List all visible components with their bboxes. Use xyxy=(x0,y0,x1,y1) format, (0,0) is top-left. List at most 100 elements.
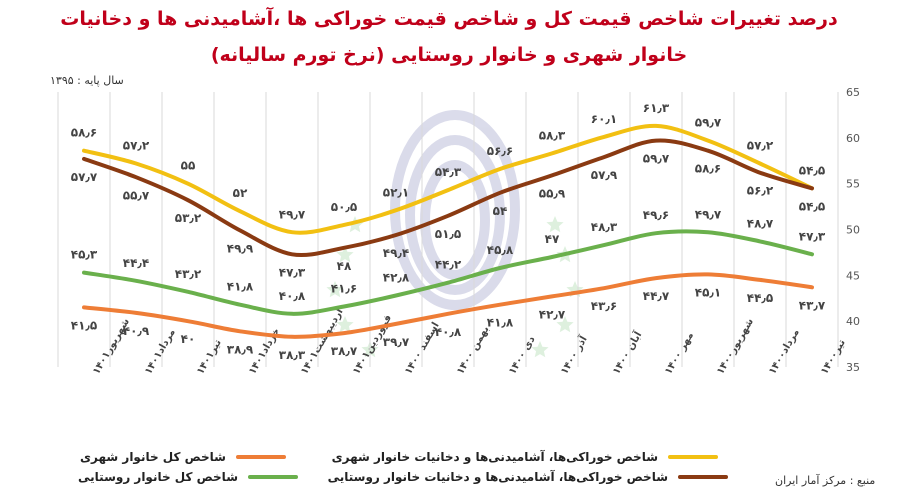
series-line-urban-total xyxy=(82,272,814,339)
data-label: ۵۳٫۲ xyxy=(175,211,202,225)
data-label: ۴۰٫۸ xyxy=(279,289,306,303)
data-label: ۴۱٫۵ xyxy=(71,318,97,332)
x-tick-label: شهریور۱۴۰۰ xyxy=(715,316,756,376)
watermark-ring xyxy=(420,160,490,280)
watermark-star xyxy=(336,316,354,333)
series-line-urban-food xyxy=(82,123,814,235)
data-label: ۴۳٫۶ xyxy=(591,299,617,313)
data-label: ۶۱٫۳ xyxy=(643,101,670,115)
data-label: ۵۸٫۳ xyxy=(539,128,566,142)
legend-label-rural-total: شاخص کل خانوار روستایی xyxy=(78,470,238,484)
data-label: ۴۲٫۸ xyxy=(383,271,410,285)
data-label: ۵۷٫۷ xyxy=(71,170,98,184)
data-label: ۴۸٫۷ xyxy=(747,216,774,230)
x-tick-label: مهر ۱۴۰۰ xyxy=(663,330,696,376)
data-label: ۳۸٫۹ xyxy=(227,342,254,356)
y-tick-label: 55 xyxy=(846,178,860,191)
data-label: ۵۵٫۷ xyxy=(123,188,150,202)
data-label: ۵۵٫۹ xyxy=(539,186,566,200)
x-tick-label: تیر۱۴۰۰ xyxy=(819,337,848,376)
data-label: ۳۸٫۷ xyxy=(331,344,358,358)
y-tick-label: 50 xyxy=(846,224,860,237)
data-label: ۴۹٫۴ xyxy=(383,246,409,260)
data-label: ۴۴٫۲ xyxy=(435,258,462,272)
data-label: ۴۷٫۳ xyxy=(279,265,306,279)
data-label: ۵۶٫۲ xyxy=(747,184,774,198)
legend-swatch-urban-total xyxy=(236,455,286,459)
data-label: ۴۰ xyxy=(181,332,196,346)
data-label: ۵۱٫۵ xyxy=(435,227,461,241)
data-label: ۴۷ xyxy=(545,232,560,246)
data-label: ۴۹٫۷ xyxy=(279,207,306,221)
data-label: ۵۴ xyxy=(493,204,508,218)
data-label: ۶۰٫۱ xyxy=(591,112,617,126)
data-label: ۴۳٫۲ xyxy=(175,267,202,281)
x-tick-label: مرداد۱۴۰۰ xyxy=(767,327,802,376)
legend-item-urban-food: شاخص خوراکی‌ها، آشامیدنی‌ها و دخانیات خا… xyxy=(332,450,718,464)
y-tick-label: 40 xyxy=(846,315,860,328)
data-label: ۴۴٫۵ xyxy=(747,291,773,305)
legend-swatch-urban-food xyxy=(668,455,718,459)
data-label: ۵۷٫۲ xyxy=(123,139,150,153)
data-label: ۴۰٫۸ xyxy=(435,325,462,339)
data-label: ۵۹٫۷ xyxy=(643,152,670,166)
y-tick-label: 60 xyxy=(846,132,860,145)
data-label: ۴۵٫۸ xyxy=(487,243,514,257)
y-tick-label: 65 xyxy=(846,86,860,99)
data-label: ۴۸٫۳ xyxy=(591,220,618,234)
x-tick-label: دی ۱۴۰۰ xyxy=(507,334,538,376)
data-label: ۴۹٫۹ xyxy=(227,241,254,255)
data-label: ۴۷٫۳ xyxy=(799,229,826,243)
chart-title-line2: خانوار شهری و خانوار روستایی (نرخ تورم س… xyxy=(210,44,688,66)
data-label: ۴۹٫۶ xyxy=(643,208,669,222)
x-tick-label: اردیبهشت۱۴۰۱ xyxy=(299,307,346,377)
source-note: منبع : مرکز آمار ایران xyxy=(775,474,876,487)
x-tick-label: تیر۱۴۰۱ xyxy=(195,337,224,376)
watermark-star xyxy=(336,246,354,263)
legend-label-urban-food: شاخص خوراکی‌ها، آشامیدنی‌ها و دخانیات خا… xyxy=(331,450,658,464)
data-label: ۵۹٫۷ xyxy=(695,116,722,130)
data-label: ۴۱٫۸ xyxy=(227,280,254,294)
data-label: ۴۴٫۷ xyxy=(643,289,670,303)
y-tick-label: 35 xyxy=(846,361,860,374)
data-label: ۴۹٫۷ xyxy=(695,207,722,221)
data-label: ۴۳٫۷ xyxy=(799,298,826,312)
x-tick-label: آبان ۱۴۰۰ xyxy=(609,328,644,376)
base-year-note: سال پایه : ۱۳۹۵ xyxy=(50,74,124,87)
data-label: ۴۲٫۷ xyxy=(539,307,566,321)
data-label: ۵۶٫۶ xyxy=(487,144,513,158)
data-label: ۵۴٫۳ xyxy=(435,165,462,179)
watermark-star xyxy=(546,216,564,233)
watermark-ring xyxy=(405,135,505,295)
legend-swatch-rural-total xyxy=(248,475,298,479)
data-label: ۵۵ xyxy=(181,159,196,173)
data-label: ۴۱٫۶ xyxy=(331,282,357,296)
legend-label-urban-total: شاخص کل خانوار شهری xyxy=(80,450,226,464)
watermark-star xyxy=(326,281,344,298)
legend-item-rural-total: شاخص کل خانوار روستایی xyxy=(78,470,298,484)
data-label: ۵۸٫۶ xyxy=(695,162,721,176)
data-label: ۳۹٫۷ xyxy=(383,335,410,349)
series-line-rural-food xyxy=(82,138,814,257)
legend-item-urban-total: شاخص کل خانوار شهری xyxy=(80,450,286,464)
data-label: ۵۸٫۶ xyxy=(71,126,97,140)
data-label: ۴۵٫۳ xyxy=(71,248,98,262)
x-tick-label: آذر ۱۴۰۰ xyxy=(557,333,590,377)
data-label: ۵۴٫۵ xyxy=(799,199,825,213)
data-label: ۵۲٫۱ xyxy=(383,185,409,199)
data-label: ۴۵٫۱ xyxy=(695,285,721,299)
data-label: ۵۲ xyxy=(233,186,248,200)
legend-item-rural-food: شاخص خوراکی‌ها، آشامیدنی‌ها و دخانیات خا… xyxy=(328,470,728,484)
watermark-star xyxy=(556,316,574,333)
data-label: ۴۸ xyxy=(337,259,352,273)
data-label: ۵۷٫۹ xyxy=(591,168,618,182)
y-tick-label: 45 xyxy=(846,269,860,282)
data-label: ۵۷٫۲ xyxy=(747,139,774,153)
series-line-rural-total xyxy=(82,229,814,316)
data-label: ۴۰٫۹ xyxy=(123,324,150,338)
watermark-star xyxy=(531,341,549,358)
legend-label-rural-food: شاخص خوراکی‌ها، آشامیدنی‌ها و دخانیات خا… xyxy=(327,470,668,484)
data-label: ۵۴٫۵ xyxy=(799,163,825,177)
data-label: ۴۱٫۸ xyxy=(487,316,514,330)
